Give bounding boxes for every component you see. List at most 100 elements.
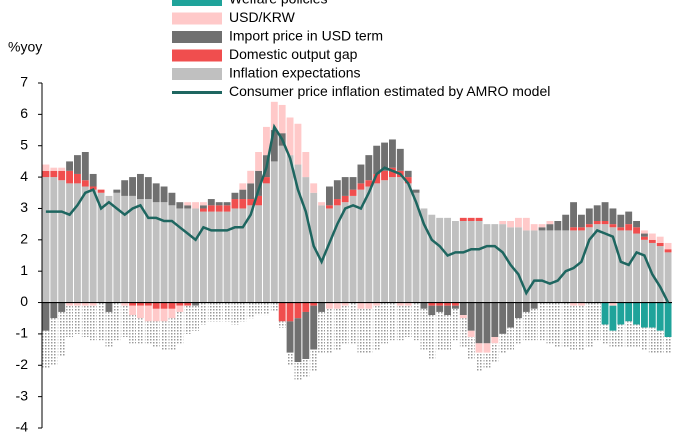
bar-segment xyxy=(546,230,554,303)
bar-segment xyxy=(310,302,318,306)
bar-segment xyxy=(223,205,231,212)
bar-segment xyxy=(144,199,152,303)
bar-segment xyxy=(278,145,286,303)
bar-segment xyxy=(278,302,286,322)
bar-segment xyxy=(270,302,278,312)
bar-segment xyxy=(578,214,585,228)
bar-segment xyxy=(223,202,231,206)
bar-segment xyxy=(601,221,609,225)
bar-segment xyxy=(633,221,640,228)
bar-segment xyxy=(656,242,664,247)
bar-segment xyxy=(326,308,333,353)
bar-segment xyxy=(310,183,318,193)
bar-segment xyxy=(530,230,538,303)
y-tick-label: 2 xyxy=(20,231,28,247)
bar-segment xyxy=(570,302,577,306)
bar-segment xyxy=(121,195,129,303)
bar-segment xyxy=(144,305,152,322)
bar-segment xyxy=(231,192,239,200)
bar-segment xyxy=(570,227,577,231)
bar-segment xyxy=(467,302,475,331)
bar-segment xyxy=(270,130,278,162)
bar-segment xyxy=(648,239,656,243)
bar-segment xyxy=(428,214,436,303)
bar-segment xyxy=(641,327,648,350)
y-tick-label: 6 xyxy=(20,105,28,121)
bar-segment xyxy=(341,302,349,306)
bar-segment xyxy=(58,180,66,303)
bar-segment xyxy=(286,155,294,303)
bar-segment xyxy=(499,333,507,353)
bar-segment xyxy=(152,302,160,309)
bar-segment xyxy=(74,173,81,184)
bar-segment xyxy=(444,315,451,350)
bar-segment xyxy=(89,186,97,190)
bar-segment xyxy=(428,305,436,316)
bar-segment xyxy=(341,177,349,196)
bar-segment xyxy=(121,305,129,338)
bar-segment xyxy=(365,155,373,181)
y-tick-label: -3 xyxy=(16,387,29,403)
bar-segment xyxy=(349,302,357,344)
bar-segment xyxy=(546,221,554,225)
bar-segment xyxy=(89,173,97,187)
bar-segment xyxy=(530,224,538,231)
bar-segment xyxy=(625,321,633,347)
bar-segment xyxy=(137,173,144,200)
bar-segment xyxy=(459,302,467,316)
bar-segment xyxy=(121,302,129,306)
bar-segment xyxy=(184,205,192,209)
bar-segment xyxy=(168,205,176,303)
bar-segment xyxy=(664,249,672,253)
bar-segment xyxy=(168,308,176,319)
bar-segment xyxy=(215,205,223,212)
bar-segment xyxy=(578,305,585,350)
bar-segment xyxy=(515,318,522,344)
bar-segment xyxy=(601,202,609,221)
bar-segment xyxy=(192,208,199,303)
bar-segment xyxy=(389,139,396,168)
legend-label: Inflation expectations xyxy=(229,65,361,81)
bar-segment xyxy=(97,302,105,341)
bar-segment xyxy=(396,305,404,341)
bar-segment xyxy=(578,302,585,306)
bar-segment xyxy=(113,192,121,303)
bar-segment xyxy=(326,208,333,303)
legend-swatch xyxy=(172,49,222,62)
bar-segment xyxy=(396,148,404,171)
bar-segment xyxy=(255,152,262,171)
bar-segment xyxy=(137,318,144,344)
bar-segment xyxy=(176,305,184,312)
bar-segment xyxy=(444,305,451,316)
y-tick-label: 4 xyxy=(20,168,28,184)
bar-segment xyxy=(420,308,428,350)
bar-segment xyxy=(294,362,302,381)
bar-segment xyxy=(357,164,365,184)
bar-segment xyxy=(247,183,255,200)
bar-segment xyxy=(333,199,341,206)
bar-segment xyxy=(129,195,136,303)
bar-segment xyxy=(522,217,530,231)
bar-segment xyxy=(617,302,625,325)
bar-segment xyxy=(459,217,467,221)
bar-segment xyxy=(341,195,349,203)
bar-segment xyxy=(74,305,81,334)
bar-segment xyxy=(396,302,404,306)
bar-segment xyxy=(263,302,270,316)
bar-segment xyxy=(247,302,255,319)
bar-segment xyxy=(381,180,388,303)
bar-segment xyxy=(546,224,554,231)
bar-segment xyxy=(50,167,58,171)
bar-segment xyxy=(467,217,475,221)
bar-segment xyxy=(294,318,302,363)
bar-segment xyxy=(562,214,570,231)
bar-segment xyxy=(633,233,640,303)
bar-segment xyxy=(294,164,302,303)
bar-segment xyxy=(215,211,223,303)
y-tick-label: 7 xyxy=(20,74,28,90)
bar-segment xyxy=(129,305,136,316)
bar-segment xyxy=(286,117,294,156)
bar-segment xyxy=(200,202,207,206)
bar-segment xyxy=(333,302,341,309)
bar-segment xyxy=(129,315,136,344)
